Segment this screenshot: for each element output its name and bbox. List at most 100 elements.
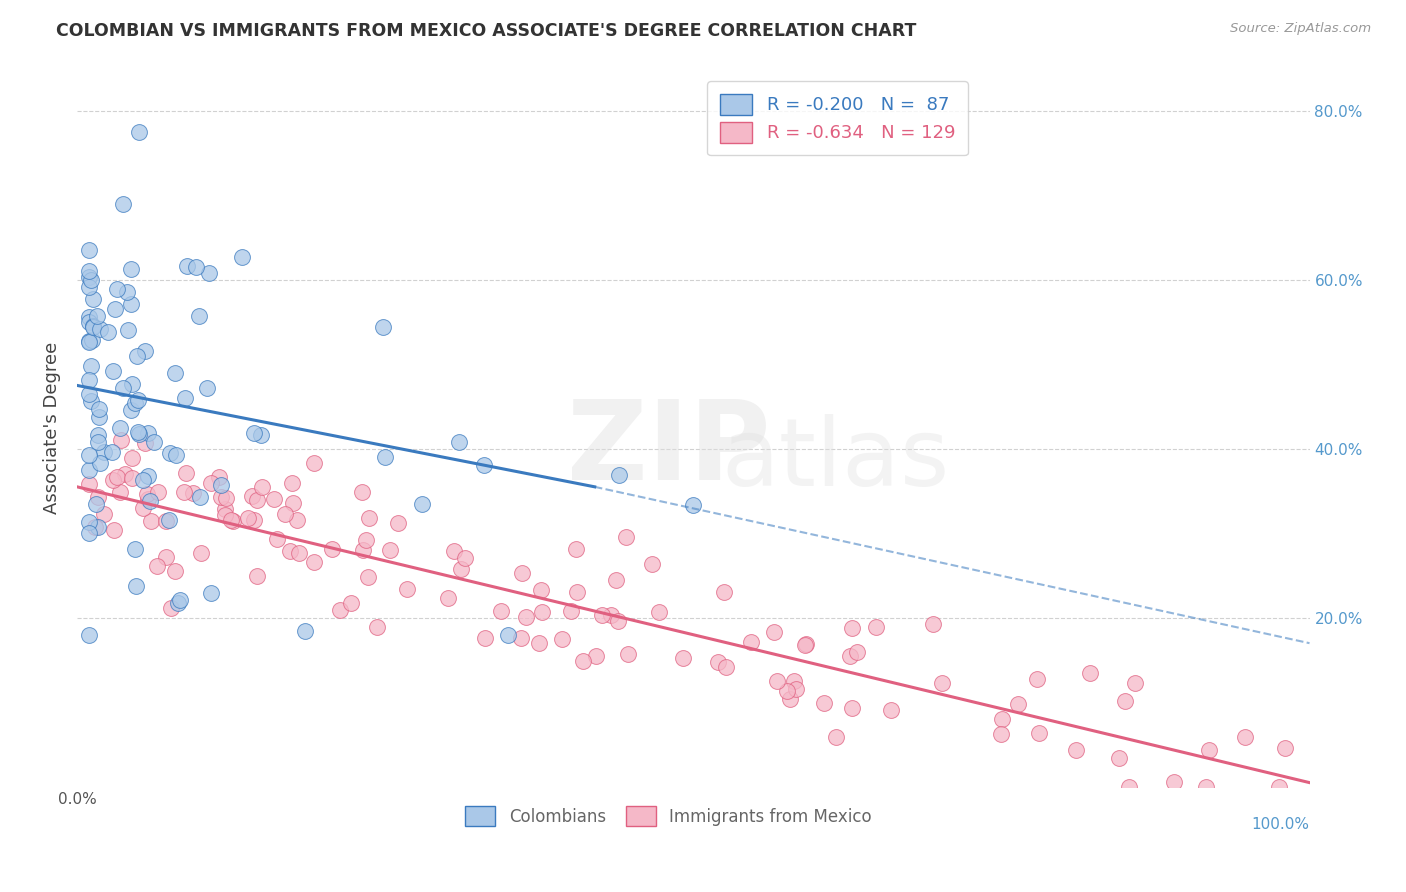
Point [134, 343, 156, 358]
Point [1125, 676, 1147, 690]
Point [121, 450, 143, 465]
Point [716, 659, 738, 673]
Point [79, 448, 101, 462]
Point [120, 262, 142, 277]
Point [101, 473, 124, 487]
Point [567, 585, 589, 599]
Point [195, 381, 218, 395]
Point [449, 435, 471, 450]
Point [214, 501, 236, 516]
Point [246, 569, 269, 583]
Point [105, 470, 128, 484]
Point [329, 603, 352, 617]
Point [138, 494, 160, 508]
Point [79, 279, 101, 293]
Point [84, 498, 107, 512]
Point [550, 632, 572, 647]
Point [108, 421, 131, 435]
Point [128, 125, 150, 139]
Point [135, 486, 157, 500]
Point [1198, 742, 1220, 756]
Text: 100.0%: 100.0% [1251, 817, 1309, 832]
Point [242, 426, 264, 441]
Point [990, 727, 1012, 741]
Text: COLOMBIAN VS IMMIGRANTS FROM MEXICO ASSOCIATE'S DEGREE CORRELATION CHART: COLOMBIAN VS IMMIGRANTS FROM MEXICO ASSO… [56, 22, 917, 40]
Point [779, 692, 801, 706]
Point [354, 533, 377, 547]
Point [79, 335, 101, 350]
Point [104, 301, 127, 316]
Point [136, 491, 159, 506]
Point [396, 582, 419, 596]
Point [1078, 665, 1101, 680]
Point [1007, 697, 1029, 711]
Point [146, 558, 169, 573]
Point [374, 450, 396, 464]
Point [672, 651, 695, 665]
Point [198, 266, 221, 280]
Point [879, 704, 901, 718]
Point [173, 392, 195, 406]
Point [321, 541, 343, 556]
Point [236, 511, 259, 525]
Point [450, 562, 472, 576]
Point [159, 513, 181, 527]
Point [184, 260, 207, 274]
Point [79, 463, 101, 477]
Point [609, 467, 631, 482]
Point [79, 243, 101, 257]
Point [209, 478, 232, 492]
Point [472, 458, 495, 472]
Point [101, 445, 124, 459]
Point [111, 197, 134, 211]
Point [231, 251, 253, 265]
Point [600, 607, 623, 622]
Point [121, 377, 143, 392]
Point [991, 712, 1014, 726]
Point [560, 604, 582, 618]
Point [82, 319, 104, 334]
Point [86, 435, 108, 450]
Point [79, 628, 101, 642]
Point [352, 542, 374, 557]
Point [931, 675, 953, 690]
Point [616, 530, 638, 544]
Point [617, 647, 640, 661]
Point [785, 682, 807, 697]
Point [115, 285, 138, 299]
Point [250, 480, 273, 494]
Point [740, 634, 762, 648]
Point [606, 614, 628, 628]
Point [219, 513, 242, 527]
Point [824, 730, 846, 744]
Point [285, 513, 308, 527]
Point [93, 444, 115, 458]
Point [794, 638, 817, 652]
Point [214, 508, 236, 523]
Point [1233, 730, 1256, 744]
Point [1118, 780, 1140, 794]
Point [921, 616, 943, 631]
Point [783, 673, 806, 688]
Point [357, 570, 380, 584]
Point [1025, 673, 1047, 687]
Point [222, 515, 245, 529]
Point [366, 620, 388, 634]
Point [278, 543, 301, 558]
Point [132, 473, 155, 487]
Point [454, 550, 477, 565]
Y-axis label: Associate's Degree: Associate's Degree [44, 342, 60, 514]
Point [1108, 751, 1130, 765]
Point [340, 596, 363, 610]
Point [302, 456, 325, 470]
Point [128, 426, 150, 441]
Point [378, 542, 401, 557]
Point [79, 525, 101, 540]
Point [200, 476, 222, 491]
Point [263, 491, 285, 506]
Point [105, 282, 128, 296]
Point [132, 500, 155, 515]
Point [181, 485, 204, 500]
Point [530, 582, 553, 597]
Point [80, 394, 103, 409]
